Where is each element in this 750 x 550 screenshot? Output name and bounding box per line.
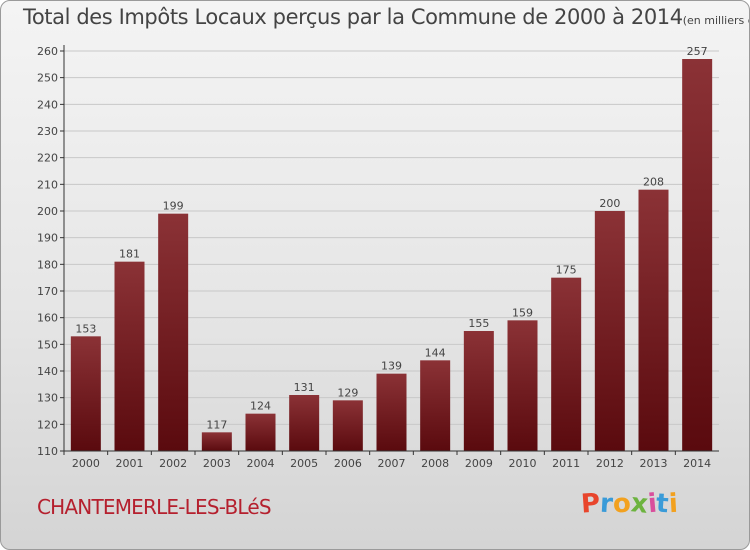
bar: [463, 331, 494, 451]
x-axis-ticks: 2000 2001 2002 2003 2004 2005 2006 2007 2008 2009…: [63, 451, 711, 470]
y-tick-label: 120: [37, 418, 58, 431]
x-tick-label: 2013: [640, 457, 668, 470]
bar: [551, 277, 582, 451]
x-tick-label: 2006: [334, 457, 362, 470]
y-tick-label: 160: [37, 312, 58, 325]
bar: [70, 336, 101, 451]
y-tick-label: 260: [37, 45, 58, 58]
x-tick-label: 2002: [159, 457, 187, 470]
data-label: 257: [687, 45, 708, 58]
data-label: 139: [381, 360, 402, 373]
logo-letter: o: [612, 488, 632, 520]
y-tick-label: 230: [37, 125, 58, 138]
logo-letter: i: [668, 488, 679, 520]
y-tick-label: 150: [37, 338, 58, 351]
data-label: 159: [512, 306, 533, 319]
data-label: 208: [643, 176, 664, 189]
data-labels: 153 181 199 117 124 131 129 139 144 155 159 175 200 2…: [75, 45, 707, 431]
chart-title: Total des Impôts Locaux perçus par la Co…: [23, 5, 749, 29]
bar: [594, 211, 625, 451]
proxiti-logo: Proxiti: [579, 488, 679, 520]
bar: [332, 400, 363, 451]
bar: [507, 320, 538, 451]
data-label: 175: [556, 264, 577, 277]
y-tick-label: 200: [37, 205, 58, 218]
y-tick-label: 130: [37, 392, 58, 405]
data-label: 200: [599, 197, 620, 210]
data-label: 144: [425, 346, 446, 359]
bar: [420, 360, 451, 451]
y-tick-label: 110: [37, 445, 58, 458]
bar: [201, 432, 232, 451]
data-label: 155: [468, 317, 489, 330]
x-tick-label: 2010: [509, 457, 537, 470]
y-tick-label: 170: [37, 285, 58, 298]
y-tick-label: 220: [37, 152, 58, 165]
y-tick-label: 140: [37, 365, 58, 378]
x-tick-label: 2009: [465, 457, 493, 470]
data-label: 129: [337, 386, 358, 399]
x-tick-label: 2011: [552, 457, 580, 470]
x-tick-label: 2004: [247, 457, 275, 470]
commune-name: CHANTEMERLE-LES-BLéS: [37, 495, 272, 519]
y-tick-label: 210: [37, 178, 58, 191]
y-tick-label: 250: [37, 72, 58, 85]
bar: [245, 413, 276, 451]
x-tick-label: 2000: [72, 457, 100, 470]
y-tick-label: 240: [37, 98, 58, 111]
bar: [158, 213, 189, 451]
x-tick-label: 2007: [378, 457, 406, 470]
x-tick-label: 2001: [116, 457, 144, 470]
x-tick-label: 2003: [203, 457, 231, 470]
y-tick-label: 180: [37, 258, 58, 271]
x-tick-label: 2008: [421, 457, 449, 470]
x-tick-label: 2014: [683, 457, 711, 470]
title-text: Total des Impôts Locaux perçus par la Co…: [23, 5, 683, 29]
x-tick-label: 2005: [290, 457, 318, 470]
data-label: 131: [294, 381, 315, 394]
data-label: 124: [250, 400, 271, 413]
title-unit: (en milliers d'€): [682, 14, 749, 27]
x-tick-label: 2012: [596, 457, 624, 470]
bar: [638, 189, 669, 451]
bars: [70, 59, 713, 451]
data-label: 199: [163, 200, 184, 213]
bar: [376, 373, 407, 451]
bar: [682, 59, 713, 451]
data-label: 153: [75, 322, 96, 335]
bar: [114, 261, 145, 451]
data-label: 181: [119, 248, 140, 261]
data-label: 117: [206, 418, 227, 431]
bar: [289, 395, 320, 451]
y-tick-label: 190: [37, 232, 58, 245]
logo-letter: P: [579, 488, 602, 520]
y-axis-ticks: 110 120 130 140 150 160 170 180 190 200 210 220 230 2…: [37, 45, 64, 458]
